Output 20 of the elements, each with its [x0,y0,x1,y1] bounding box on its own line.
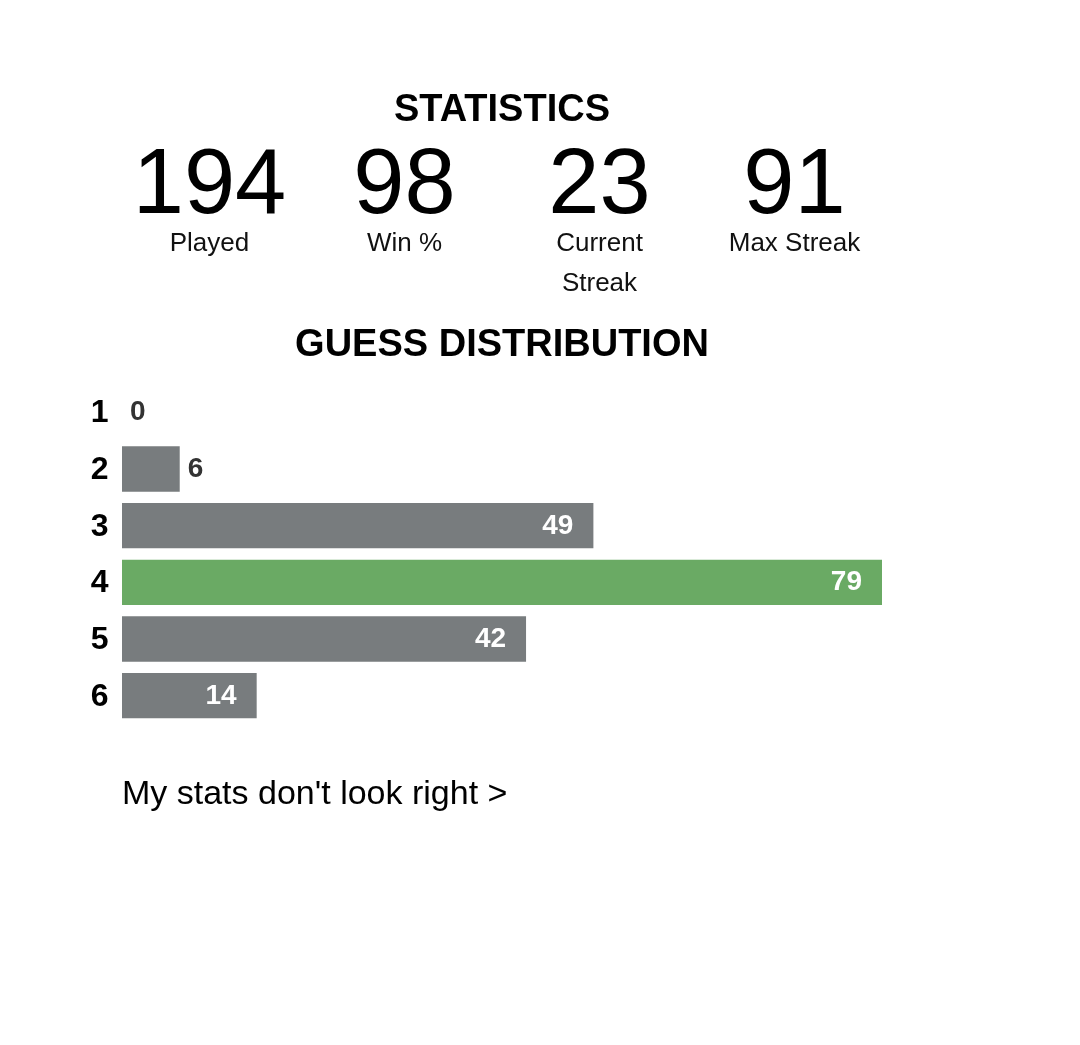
y-tick-label: 4 [90,563,109,600]
data-label: 6 [187,452,204,483]
y-tick-label: 6 [90,676,109,713]
data-label: 0 [130,395,146,427]
bar [122,503,594,549]
bar [122,446,180,492]
y-tick-label: 2 [90,450,109,486]
data-label: 79 [830,565,862,597]
y-tick-label: 3 [90,506,109,543]
text: STATISTICS [393,87,611,129]
bar [122,559,882,605]
data-label: 14 [205,678,238,710]
data-label: 42 [474,622,507,653]
bar [122,673,257,719]
text: My stats don't look right > [122,773,508,811]
y-tick-label: 5 [90,620,109,656]
bar [122,616,527,662]
data-label: 49 [542,508,574,540]
y-tick-label: 1 [90,393,109,430]
chart-title: GUESS DISTRIBUTION [295,322,709,364]
